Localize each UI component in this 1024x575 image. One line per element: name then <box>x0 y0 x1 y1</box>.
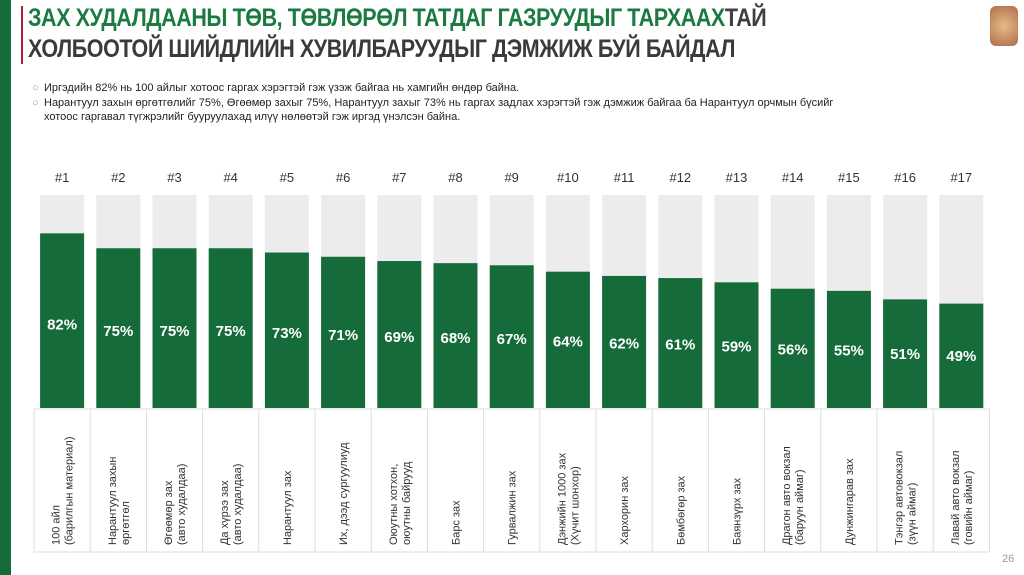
bar <box>321 256 366 408</box>
rank-label: #12 <box>669 170 691 185</box>
data-label: 75% <box>159 323 189 340</box>
category-label: Дунжингарав зах <box>844 458 856 545</box>
data-label: 64% <box>553 334 583 351</box>
category-label: Тэнгэр автовокзал <box>894 451 906 545</box>
data-label: 71% <box>328 327 358 344</box>
rank-label: #2 <box>111 170 125 185</box>
data-label: 55% <box>834 342 864 359</box>
bullet-text: Нарантуул захын өргөтгөлийг 75%, Өгөөмөр… <box>44 97 834 109</box>
data-label: 69% <box>384 329 414 346</box>
category-label: (баруун аймаг) <box>794 469 806 545</box>
emblem-logo <box>990 6 1018 46</box>
bar <box>658 278 703 408</box>
rank-label: #8 <box>448 170 462 185</box>
data-label: 62% <box>609 336 639 353</box>
title-accent-line <box>21 6 23 64</box>
category-label: Өгөөмөр зах <box>163 480 175 545</box>
category-label: 100 айл <box>51 505 63 545</box>
rank-label: #10 <box>557 170 579 185</box>
rank-label: #6 <box>336 170 350 185</box>
bar <box>602 275 647 408</box>
category-label: (авто худалдаа) <box>176 464 188 545</box>
page-number: 26 <box>1002 553 1015 565</box>
bar <box>433 263 478 408</box>
data-label: 68% <box>440 330 470 347</box>
category-label: Бөмбөгөр зах <box>675 475 687 545</box>
bullet-2-cont: хотоос гаргавал түгжрэлийг бууруулахад и… <box>44 111 461 123</box>
data-label: 49% <box>946 348 976 365</box>
data-label: 82% <box>47 316 77 333</box>
category-label: Нарантуул зах <box>282 470 294 545</box>
bar <box>545 271 590 408</box>
bar <box>883 299 928 408</box>
rank-label: #14 <box>782 170 804 185</box>
rank-label: #4 <box>223 170 237 185</box>
bar <box>96 248 141 408</box>
category-label: (авто худалдаа) <box>232 464 244 545</box>
category-label: Драгон авто вокзал <box>781 446 793 545</box>
rank-label: #13 <box>726 170 748 185</box>
rank-label: #7 <box>392 170 406 185</box>
data-label: 61% <box>665 337 695 354</box>
bullet-2: ○ Нарантуул захын өргөтгөлийг 75%, Өгөөмө… <box>32 97 834 109</box>
title-line-1: ЗАХ ХУДАЛДААНЫ ТӨВ, ТӨВЛӨРӨЛ ТАТДАГ ГАЗР… <box>28 4 767 33</box>
category-label: (зүүн аймаг) <box>907 483 919 545</box>
data-label: 67% <box>497 331 527 348</box>
bar <box>826 290 871 408</box>
rank-label: #16 <box>894 170 916 185</box>
category-label: (Хүчит шонхор) <box>569 466 581 545</box>
rank-label: #11 <box>614 170 635 185</box>
category-label: Баянзүрх зах <box>732 477 744 545</box>
side-stripe <box>0 0 11 575</box>
bar <box>489 265 534 408</box>
category-label: Гурвалжин зах <box>507 470 519 545</box>
label-table <box>33 408 990 553</box>
category-label: Оюутны хотхон, <box>388 464 400 545</box>
rank-label: #1 <box>55 170 69 185</box>
data-label: 51% <box>890 346 920 363</box>
category-label: өргөтгөл <box>120 501 132 545</box>
rank-label: #9 <box>504 170 518 185</box>
title-line-2: ХОЛБООТОЙ ШИЙДЛИЙН ХУВИЛБАРУУДЫГ ДЭМЖИЖ … <box>28 35 736 63</box>
title-green: ЗАХ ХУДАЛДААНЫ ТӨВ, ТӨВЛӨРӨЛ ТАТДАГ ГАЗР… <box>28 4 725 32</box>
data-label: 56% <box>778 341 808 358</box>
category-label: (говийн аймаг) <box>963 471 975 545</box>
bar <box>208 248 253 408</box>
rank-label: #3 <box>167 170 181 185</box>
bar <box>939 303 984 408</box>
title-gray: ТАЙ <box>724 4 767 32</box>
data-label: 73% <box>272 325 302 342</box>
bar <box>714 282 759 408</box>
data-label: 75% <box>103 323 133 340</box>
category-label: Барс зах <box>451 500 463 545</box>
bullet-1: ○ Иргэдийн 82% нь 100 айлыг хотоос гаргах… <box>32 82 520 94</box>
bar <box>264 252 309 408</box>
category-label: оюутны байрууд <box>401 461 413 545</box>
category-label: Да хүрээ зах <box>219 480 231 545</box>
category-label: Хархорин зах <box>619 476 631 545</box>
rank-label: #5 <box>280 170 294 185</box>
rank-label: #17 <box>950 170 972 185</box>
category-label: Их, дээд сургуулиуд <box>338 442 350 545</box>
bullet-text: Иргэдийн 82% нь 100 айлыг хотоос гаргах … <box>44 82 520 94</box>
category-label: Нарантуул захын <box>107 457 119 545</box>
data-label: 59% <box>721 338 751 355</box>
category-label: Лавай авто вокзал <box>950 450 962 545</box>
bar <box>770 288 815 408</box>
rank-label: #15 <box>838 170 860 185</box>
bar <box>377 261 422 408</box>
category-label: Дэнжийн 1000 зах <box>556 452 568 545</box>
bar <box>40 233 85 408</box>
category-label: (барилгын материал) <box>64 437 76 546</box>
bar <box>152 248 197 408</box>
data-label: 75% <box>216 323 246 340</box>
